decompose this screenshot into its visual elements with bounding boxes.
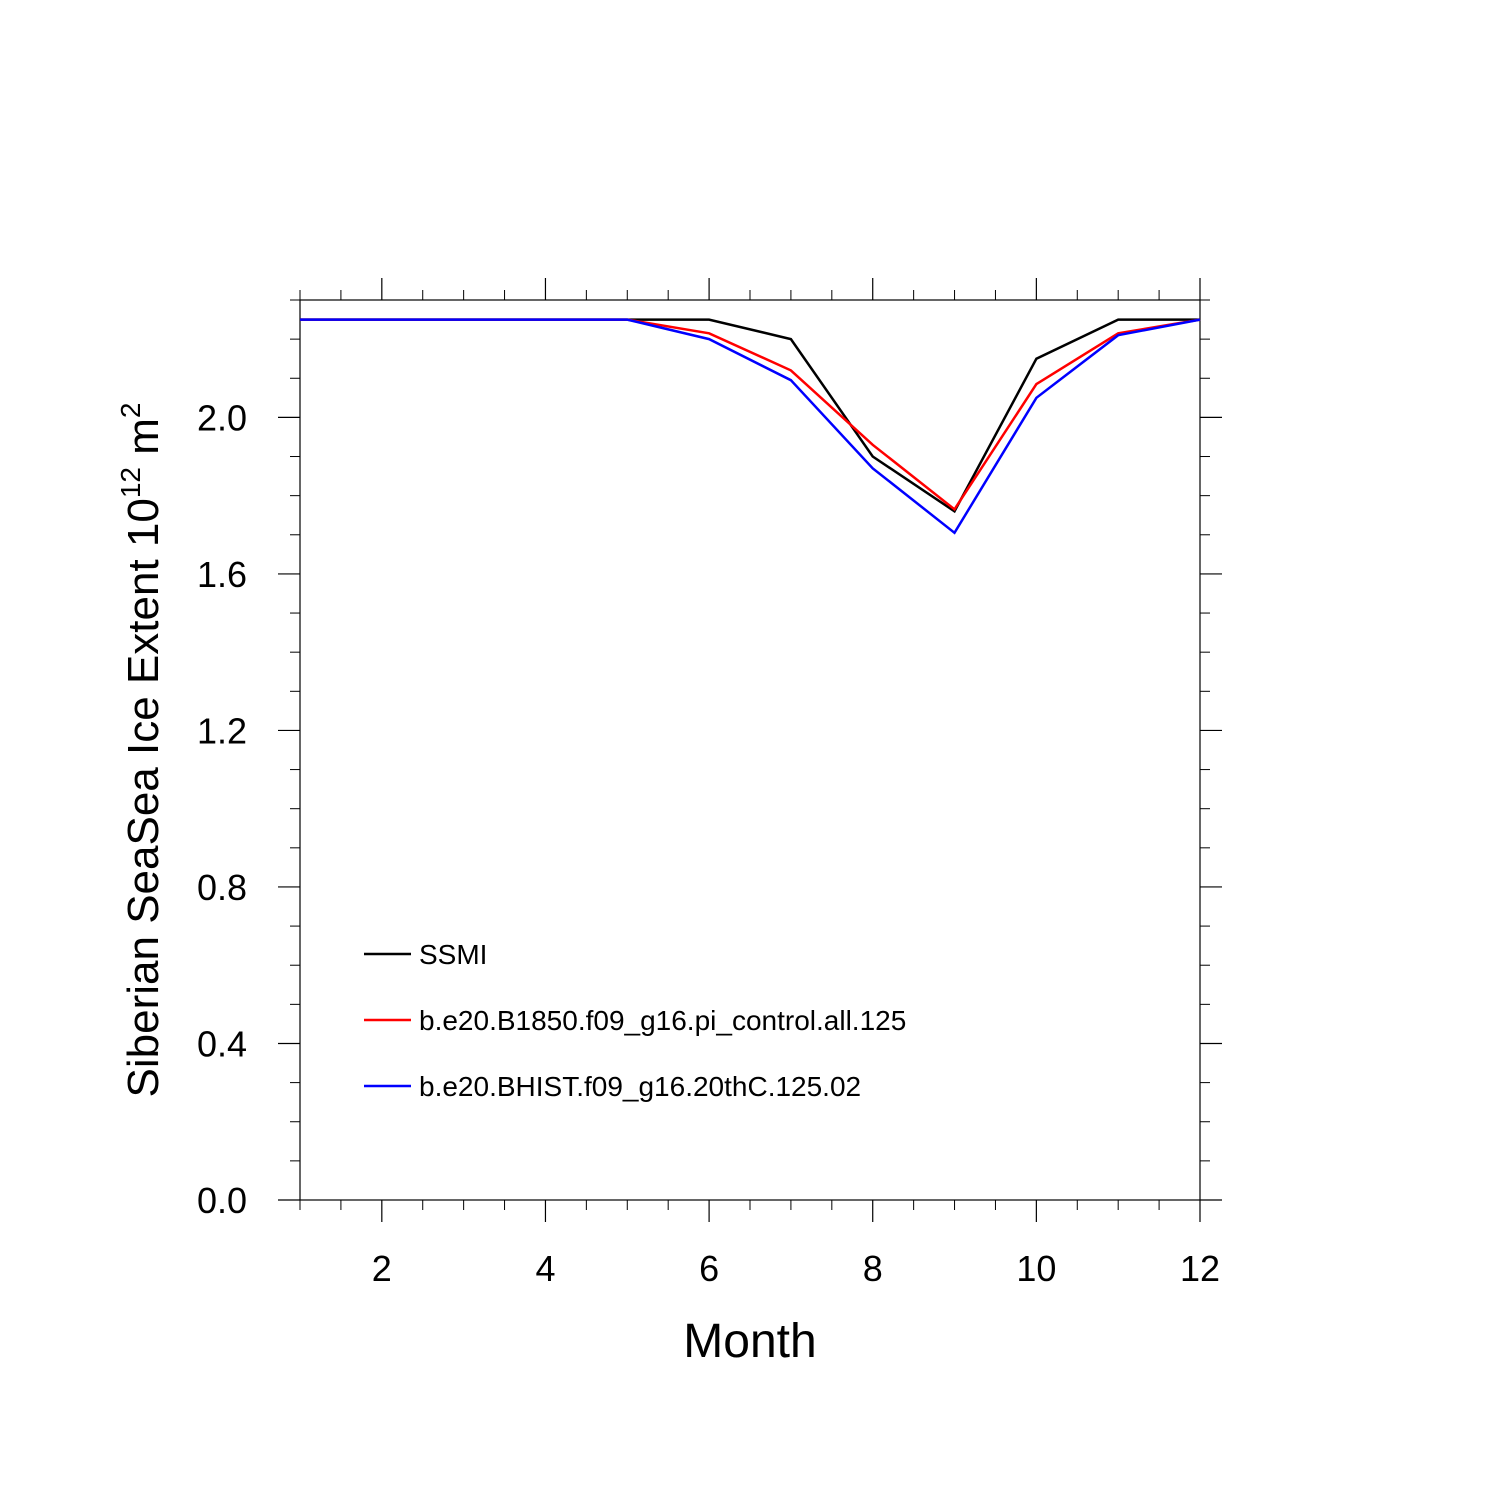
y-tick-label: 2.0	[197, 397, 247, 438]
y-tick-label: 0.8	[197, 867, 247, 908]
y-tick-label: 1.2	[197, 710, 247, 751]
x-tick-label: 4	[535, 1248, 555, 1289]
y-axis-label-exponent: 12	[115, 467, 146, 498]
x-tick-label: 8	[863, 1248, 883, 1289]
x-tick-label: 2	[372, 1248, 392, 1289]
legend-label: b.e20.BHIST.f09_g16.20thC.125.02	[419, 1071, 861, 1102]
axis-ticks	[278, 278, 1222, 1222]
legend: SSMI b.e20.B1850.f09_g16.pi_control.all.1…	[364, 939, 906, 1102]
y-axis-label: Siberian SeaSea Ice Extent 1012 m2	[115, 403, 168, 1098]
x-axis-label: Month	[683, 1315, 816, 1368]
legend-label: SSMI	[419, 939, 487, 970]
x-tick-label: 6	[699, 1248, 719, 1289]
tick-labels: 2 4 6 8 10 12 0.0 0.4 0.8 1.2 1.6 2.0	[197, 397, 1220, 1289]
y-tick-label: 1.6	[197, 554, 247, 595]
svg-text:Siberian SeaSea Ice Extent 101: Siberian SeaSea Ice Extent 1012 m2	[115, 403, 168, 1098]
y-tick-label: 0.0	[197, 1180, 247, 1221]
legend-label: b.e20.B1850.f09_g16.pi_control.all.125	[419, 1005, 906, 1036]
y-tick-label: 0.4	[197, 1023, 247, 1064]
y-axis-label-unit: m	[119, 418, 168, 455]
x-tick-label: 10	[1016, 1248, 1056, 1289]
x-tick-label: 12	[1180, 1248, 1220, 1289]
series-lines	[300, 318, 1201, 535]
y-axis-label-text: Siberian SeaSea Ice Extent 10	[119, 498, 168, 1097]
series-line	[300, 318, 1201, 535]
y-axis-label-unit-exponent: 2	[115, 403, 146, 419]
